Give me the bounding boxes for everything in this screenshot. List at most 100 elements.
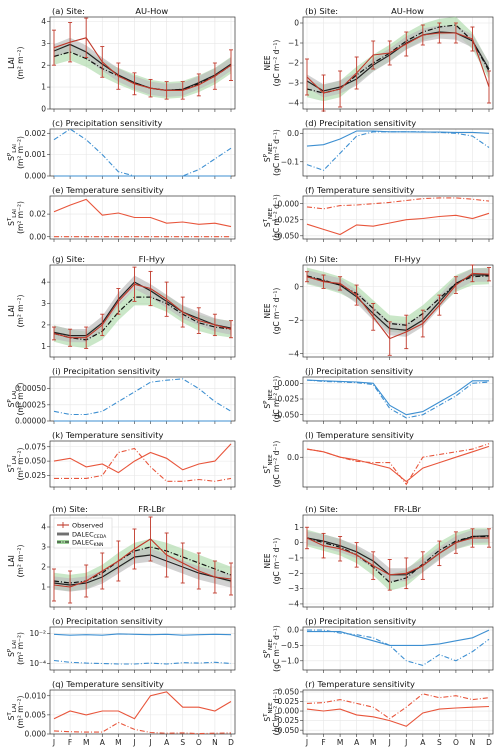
x-tick-label: A <box>420 738 426 747</box>
knn-band <box>54 288 231 349</box>
panel-title: (l) Temperature sensitivity <box>305 430 414 440</box>
x-tick-label: F <box>321 738 325 747</box>
x-tick-label: F <box>68 738 72 747</box>
sensitivity-solid-line <box>306 379 489 416</box>
site-name: FR-LBr <box>138 504 166 514</box>
sensitivity-dashdot-line <box>306 443 490 486</box>
axes-frame <box>49 626 236 671</box>
y-axis-label: STLAI <box>7 703 18 720</box>
y-tick-label: −3 <box>288 79 299 88</box>
y-axis-label: STNEE <box>263 702 274 722</box>
knn-band <box>307 267 489 334</box>
legend-ceda-label: DALECCEDA <box>72 530 107 540</box>
panel-h: (h) Site: FI-Hyy 0 −2 −4 NEE (gC m⁻² d⁻¹) <box>263 254 494 360</box>
y-tick-label: 0.00050 <box>15 384 46 393</box>
y-tick-label: 0.00025 <box>15 400 46 409</box>
x-tick-label: N <box>212 738 218 747</box>
y-axis-label: (m² m⁻²) <box>16 383 25 416</box>
y-tick-label: 0.0 <box>287 453 299 462</box>
y-tick-label: 0.002 <box>25 129 47 138</box>
y-tick-label: −0.5 <box>281 641 299 650</box>
axes-frame <box>302 16 494 110</box>
y-tick-label: 2 <box>41 321 46 330</box>
y-axis-label: STNEE <box>263 207 274 227</box>
y-tick-label: 0.00000 <box>15 417 46 426</box>
panel-title: (m) Site: <box>52 504 88 514</box>
panel-j: (j) Precipitation sensitivity 0.000 −0.025… <box>263 366 494 424</box>
axes-frame <box>49 689 236 735</box>
knn-line <box>53 546 232 584</box>
panel-title: (r) Temperature sensitivity <box>305 679 415 689</box>
ceda-line <box>53 554 232 586</box>
y-axis-label: (m² m⁻²) <box>16 201 25 234</box>
x-tick-label: A <box>354 738 360 747</box>
sensitivity-dashdot-line <box>306 693 490 720</box>
panel-o: (o) Precipitation sensitivity 10⁻² 10⁻⁴ SPL… <box>7 616 236 673</box>
panel-title: (b) Site: <box>305 6 338 16</box>
observed-line <box>306 272 490 340</box>
y-tick-label: 3 <box>41 299 46 308</box>
y-tick-label: −3 <box>288 584 299 593</box>
site-name: FI-Hyy <box>394 254 420 264</box>
y-tick-label: −4 <box>288 349 299 358</box>
y-axis-label: (gC m⁻² d⁻¹) <box>272 441 281 488</box>
axes-frame <box>302 195 494 240</box>
y-axis-label: SPLAI <box>7 144 18 161</box>
y-tick-label: 10⁻⁴ <box>29 659 46 668</box>
x-tick-label: J <box>404 738 407 747</box>
x-tick-label: A <box>100 738 106 747</box>
panel-title: (e) Temperature sensitivity <box>52 185 164 195</box>
y-axis-label: (gC m⁻² d⁻¹) <box>272 288 281 335</box>
y-axis-label: NEE <box>263 303 272 318</box>
y-tick-label: 0 <box>294 538 299 547</box>
sensitivity-dashdot-line <box>53 378 232 416</box>
observed-line <box>306 32 490 94</box>
y-axis-label: (gC m⁻² d⁻¹) <box>272 689 281 736</box>
y-tick-label: 0.00 <box>29 232 46 241</box>
y-tick-label: 4 <box>41 278 46 287</box>
y-tick-label: 0 <box>294 282 299 291</box>
x-tick-label: D <box>486 738 492 747</box>
y-axis-label: (m² m⁻²) <box>16 448 25 481</box>
y-tick-label: 4 <box>41 523 46 532</box>
panel-r: (r) Temperature sensitivity 0.0500.0250.0… <box>263 679 494 747</box>
sensitivity-dashdot-line <box>306 197 490 210</box>
knn-band <box>307 528 489 591</box>
axes-frame <box>49 514 236 608</box>
y-axis-label: (m² m⁻²) <box>16 545 25 578</box>
y-tick-label: 0.010 <box>25 691 47 700</box>
panel-title: (n) Site: <box>305 504 338 514</box>
y-tick-label: 1 <box>41 583 46 592</box>
ceda-band <box>54 548 231 592</box>
x-tick-label: J <box>148 738 151 747</box>
panel-g: (g) Site: FI-Hyy 1 2 3 4 LAI (m² m⁻²) <box>7 254 236 360</box>
x-tick-label: M <box>370 738 376 747</box>
knn-line <box>306 275 490 326</box>
x-tick-label: J <box>388 738 391 747</box>
observed-line <box>53 37 232 91</box>
sensitivity-solid-line <box>306 705 490 727</box>
ceda-band <box>307 529 489 582</box>
y-axis-label: NEE <box>263 553 272 568</box>
y-tick-label: 0.0 <box>287 626 299 635</box>
y-axis-label: STLAI <box>7 209 18 226</box>
y-tick-label: −2 <box>288 569 299 578</box>
panel-q: (q) Temperature sensitivity 0.000 0.005 0.0… <box>7 679 236 747</box>
panel-title: (a) Site: <box>52 6 85 16</box>
sensitivity-solid-line <box>53 633 232 636</box>
panel-title: (h) Site: <box>305 254 338 264</box>
axes-frame <box>302 376 494 422</box>
y-tick-label: −1 <box>288 554 299 563</box>
panel-title: (i) Precipitation sensitivity <box>52 366 160 376</box>
x-tick-label: J <box>305 738 308 747</box>
y-tick-label: −0.025 <box>271 215 299 224</box>
x-tick-label: M <box>337 738 343 747</box>
observed-line <box>53 283 232 339</box>
panel-title: (q) Temperature sensitivity <box>52 679 164 689</box>
y-tick-label: −0.050 <box>271 726 299 735</box>
sensitivity-solid-line <box>53 691 232 720</box>
y-axis-label: SPNEE <box>263 389 274 409</box>
panel-l: (l) Temperature sensitivity 0.0 STNEE(gC m… <box>263 430 494 490</box>
axes-frame <box>302 514 494 608</box>
